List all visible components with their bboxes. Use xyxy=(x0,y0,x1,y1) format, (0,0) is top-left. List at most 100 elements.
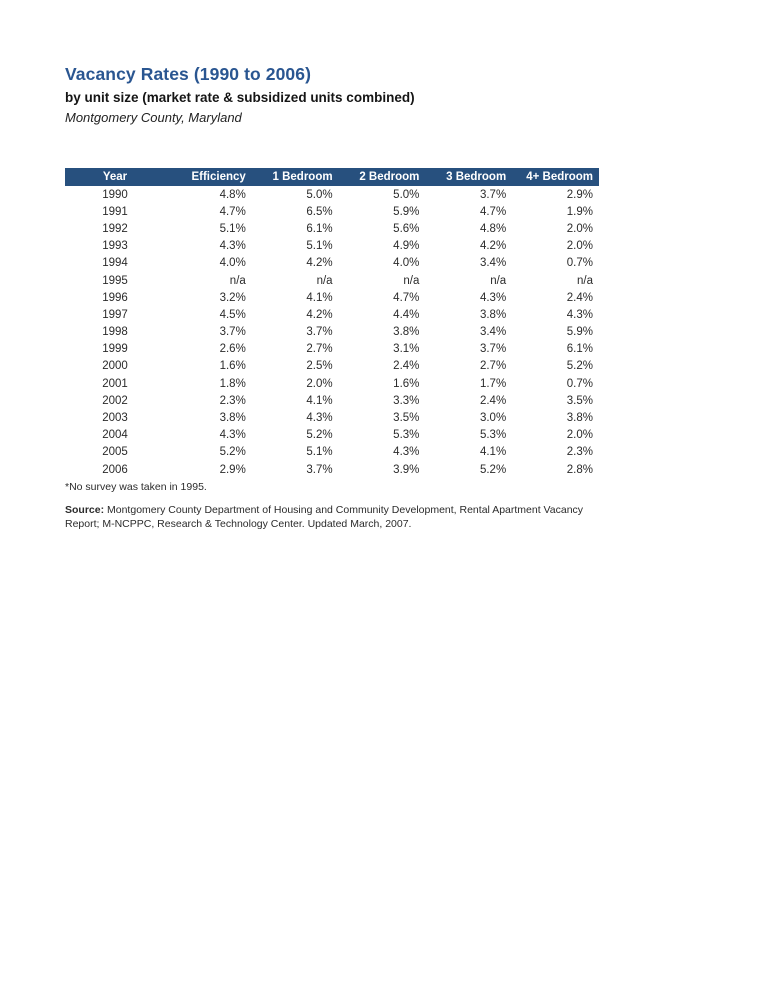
value-cell: n/a xyxy=(229,274,246,287)
year-cell: 2006 xyxy=(102,463,128,476)
value-cell: 5.6% xyxy=(393,222,420,235)
value-cell: 1.6% xyxy=(393,377,420,390)
table-row: 2003 3.8% 4.3% 3.5% 3.0% 3.8% xyxy=(65,409,599,426)
table-row: 1991 4.7% 6.5% 5.9% 4.7% 1.9% xyxy=(65,203,599,220)
year-cell: 2003 xyxy=(102,412,128,425)
value-cell: 4.2% xyxy=(306,257,333,270)
table-row: 2000 1.6% 2.5% 2.4% 2.7% 5.2% xyxy=(65,358,599,375)
value-cell: 3.5% xyxy=(393,412,420,425)
table-body: 1990 4.8% 5.0% 5.0% 3.7% 2.9% 1991 4.7% 6.5% 5.9%… xyxy=(65,186,599,478)
table-header-row: Year Efficiency 1 Bedroom 2 Bedroom 3 Bedroo… xyxy=(65,168,599,186)
table-row: 1996 3.2% 4.1% 4.7% 4.3% 2.4% xyxy=(65,289,599,306)
value-cell: 2.4% xyxy=(566,291,593,304)
value-cell: 2.0% xyxy=(566,240,593,253)
year-cell: 2002 xyxy=(102,394,128,407)
value-cell: 4.1% xyxy=(479,446,507,459)
value-cell: 2.7% xyxy=(306,343,333,356)
value-cell: 3.8% xyxy=(566,412,593,425)
value-cell: 2.3% xyxy=(566,446,593,459)
value-cell: 2.0% xyxy=(566,222,593,235)
value-cell: 4.7% xyxy=(479,205,507,218)
value-cell: n/a xyxy=(490,274,507,287)
value-cell: 2.5% xyxy=(306,360,333,373)
value-cell: 5.0% xyxy=(393,188,420,201)
value-cell: 5.3% xyxy=(393,429,420,442)
value-cell: 3.9% xyxy=(393,463,420,476)
source-label: Source: xyxy=(65,504,105,517)
value-cell: 4.1% xyxy=(306,394,333,407)
value-cell: 4.8% xyxy=(219,188,246,201)
value-cell: 2.4% xyxy=(479,394,507,407)
value-cell: 4.3% xyxy=(219,429,246,442)
value-cell: 4.1% xyxy=(306,291,333,304)
value-cell: 3.7% xyxy=(219,326,246,339)
value-cell: 2.8% xyxy=(566,463,593,476)
value-cell: 5.2% xyxy=(566,360,593,373)
source-line-2: Report; M-NCPPC, Research & Technology C… xyxy=(65,517,412,530)
value-cell: n/a xyxy=(403,274,420,287)
value-cell: 4.3% xyxy=(393,446,420,459)
value-cell: 5.2% xyxy=(306,429,333,442)
value-cell: 1.7% xyxy=(479,377,507,390)
value-cell: 2.0% xyxy=(566,429,593,442)
table-row: 2005 5.2% 5.1% 4.3% 4.1% 2.3% xyxy=(65,444,599,461)
table-row: 2002 2.3% 4.1% 3.3% 2.4% 3.5% xyxy=(65,392,599,409)
table-row: 2006 2.9% 3.7% 3.9% 5.2% 2.8% xyxy=(65,461,599,478)
value-cell: 4.3% xyxy=(479,291,507,304)
value-cell: 2.7% xyxy=(479,360,507,373)
value-cell: n/a xyxy=(316,274,333,287)
value-cell: 3.3% xyxy=(393,394,420,407)
table-row: 1990 4.8% 5.0% 5.0% 3.7% 2.9% xyxy=(65,186,599,203)
year-cell: 1999 xyxy=(102,343,128,356)
page-title: Vacancy Rates (1990 to 2006) xyxy=(65,64,312,84)
year-cell: 1998 xyxy=(102,326,128,339)
value-cell: 3.4% xyxy=(479,257,507,270)
value-cell: 4.4% xyxy=(393,308,420,321)
value-cell: 6.5% xyxy=(306,205,333,218)
value-cell: 3.4% xyxy=(479,326,507,339)
year-cell: 1997 xyxy=(102,308,128,321)
year-cell: 2001 xyxy=(102,377,128,390)
year-cell: 1993 xyxy=(102,240,128,253)
year-cell: 1992 xyxy=(102,222,128,235)
table-row: 2001 1.8% 2.0% 1.6% 1.7% 0.7% xyxy=(65,375,599,392)
table-row: 1994 4.0% 4.2% 4.0% 3.4% 0.7% xyxy=(65,255,599,272)
year-cell: 1995 xyxy=(102,274,128,287)
table-row: 1998 3.7% 3.7% 3.8% 3.4% 5.9% xyxy=(65,324,599,341)
year-cell: 1990 xyxy=(102,188,128,201)
value-cell: 4.5% xyxy=(219,308,246,321)
page-subtitle: by unit size (market rate & subsidized u… xyxy=(65,90,415,105)
year-cell: 1994 xyxy=(102,257,128,270)
value-cell: 1.8% xyxy=(219,377,246,390)
value-cell: 3.7% xyxy=(479,188,507,201)
value-cell: 3.2% xyxy=(219,291,246,304)
value-cell: 2.3% xyxy=(219,394,246,407)
value-cell: 4.2% xyxy=(479,240,507,253)
table-row: 1992 5.1% 6.1% 5.6% 4.8% 2.0% xyxy=(65,220,599,237)
value-cell: 5.9% xyxy=(566,326,593,339)
value-cell: 2.0% xyxy=(306,377,333,390)
page-location: Montgomery County, Maryland xyxy=(65,110,242,125)
table-row: 1997 4.5% 4.2% 4.4% 3.8% 4.3% xyxy=(65,306,599,323)
value-cell: 2.4% xyxy=(393,360,420,373)
value-cell: 4.3% xyxy=(566,308,593,321)
column-header-2-bedroom: 2 Bedroom xyxy=(338,168,426,186)
column-header-year: Year xyxy=(65,168,165,186)
value-cell: 5.2% xyxy=(479,463,507,476)
value-cell: 6.1% xyxy=(566,343,593,356)
value-cell: 3.8% xyxy=(479,308,507,321)
value-cell: 3.7% xyxy=(306,463,333,476)
value-cell: 1.9% xyxy=(566,205,593,218)
value-cell: 4.7% xyxy=(393,291,420,304)
value-cell: 5.3% xyxy=(479,429,507,442)
value-cell: 5.1% xyxy=(306,446,333,459)
value-cell: 4.8% xyxy=(479,222,507,235)
source-note: Source: Montgomery County Department of … xyxy=(65,504,605,531)
table-row: 2004 4.3% 5.2% 5.3% 5.3% 2.0% xyxy=(65,427,599,444)
value-cell: 5.1% xyxy=(219,222,246,235)
value-cell: 3.7% xyxy=(479,343,507,356)
value-cell: 6.1% xyxy=(306,222,333,235)
column-header-3-bedroom: 3 Bedroom xyxy=(425,168,513,186)
value-cell: n/a xyxy=(577,274,593,287)
table-row: 1995 n/a n/a n/a n/a n/a xyxy=(65,272,599,289)
